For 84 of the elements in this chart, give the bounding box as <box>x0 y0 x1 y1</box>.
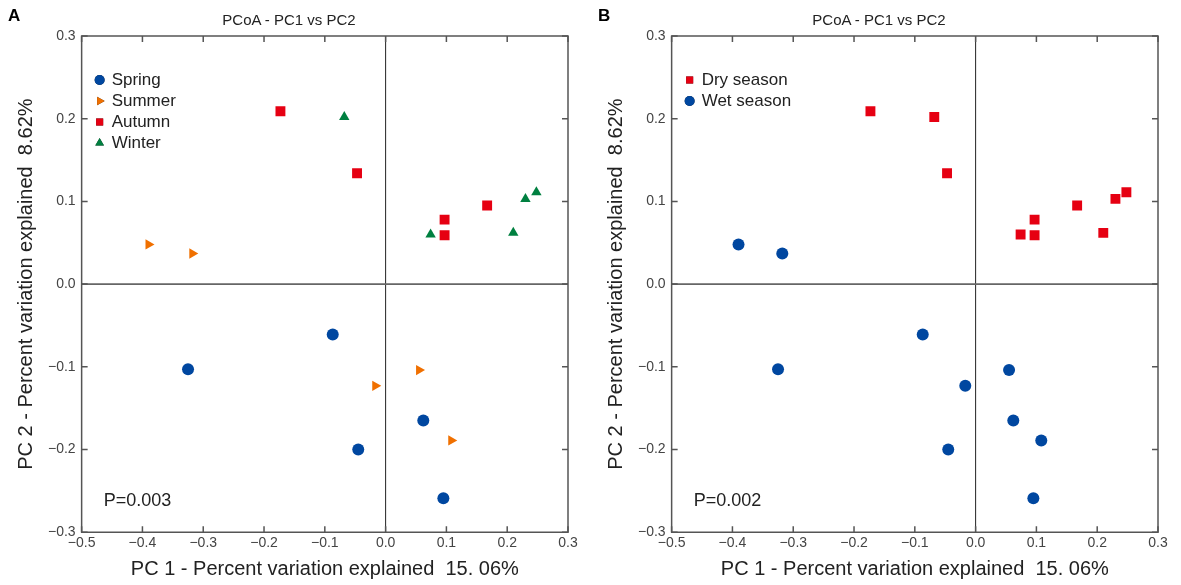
x-tick-label: −0.4 <box>128 534 157 551</box>
chart-title: PCoA - PC1 vs PC2 <box>812 11 946 29</box>
x-tick-label: 0.3 <box>558 534 578 551</box>
point <box>1027 492 1040 505</box>
point <box>437 492 450 505</box>
legend-label: Autumn <box>111 111 171 131</box>
point <box>1015 229 1026 240</box>
y-tick-label: −0.1 <box>638 357 666 374</box>
point <box>1098 227 1109 238</box>
point <box>942 168 952 179</box>
legend-label: Winter <box>111 132 162 152</box>
point <box>916 328 929 341</box>
y-tick-label: 0.3 <box>56 26 76 43</box>
x-tick-label: 0.0 <box>375 534 396 551</box>
point <box>942 443 955 456</box>
y-tick-label: 0.2 <box>56 109 76 126</box>
x-tick-label: 0.0 <box>965 534 986 551</box>
point <box>352 443 365 456</box>
chart-title: PCoA - PC1 vs PC2 <box>222 11 356 29</box>
point <box>352 168 362 179</box>
point <box>182 363 195 376</box>
y-tick-label: 0.2 <box>646 109 666 126</box>
y-tick-label: 0.1 <box>646 192 666 209</box>
point <box>372 380 382 392</box>
point <box>929 112 940 122</box>
point <box>275 106 286 117</box>
point <box>416 364 426 376</box>
legend-label: Summer <box>111 90 177 110</box>
x-tick-label: −0.3 <box>779 534 808 551</box>
x-tick-label: 0.3 <box>1148 534 1168 551</box>
x-axis-title: PC 1 - Percent variation explained 15. 06% <box>130 556 520 579</box>
annotation: P=0.002 <box>693 490 762 511</box>
y-tick-label: 0.1 <box>56 192 76 209</box>
x-tick-label: −0.3 <box>189 534 218 551</box>
x-tick-label: 0.2 <box>497 534 518 551</box>
legend-label: Wet season <box>701 90 792 110</box>
point <box>1029 214 1040 225</box>
y-tick-label: −0.2 <box>638 440 666 457</box>
x-tick-label: −0.2 <box>250 534 279 551</box>
point <box>1110 193 1121 204</box>
point <box>1072 200 1083 211</box>
point <box>1007 414 1020 427</box>
text: B <box>598 6 611 26</box>
y-axis-title: PC 2 - Percent variation explained 8.62% <box>603 98 626 470</box>
x-tick-label: −0.1 <box>901 534 929 551</box>
point <box>439 214 450 225</box>
point <box>339 111 350 121</box>
x-tick-label: 0.1 <box>436 534 457 551</box>
point <box>1029 230 1040 241</box>
point <box>439 230 450 241</box>
point <box>959 379 972 392</box>
x-tick-label: −0.1 <box>311 534 339 551</box>
point <box>865 106 876 117</box>
point <box>520 192 531 202</box>
point <box>1121 187 1132 198</box>
y-tick-label: −0.3 <box>638 523 666 540</box>
annotation: P=0.003 <box>103 490 172 511</box>
y-tick-label: −0.1 <box>48 357 76 374</box>
point <box>1003 364 1016 377</box>
point <box>448 435 458 446</box>
y-tick-label: −0.2 <box>48 440 76 457</box>
point <box>531 186 542 196</box>
point <box>508 226 519 236</box>
x-tick-label: 0.1 <box>1026 534 1047 551</box>
point <box>189 248 199 259</box>
point <box>482 200 493 211</box>
y-axis-title: PC 2 - Percent variation explained 8.62% <box>13 98 36 470</box>
point <box>326 328 339 341</box>
y-tick-label: −0.3 <box>48 523 76 540</box>
x-tick-label: −0.4 <box>718 534 747 551</box>
point <box>776 247 789 260</box>
legend-label: Dry season <box>701 69 788 89</box>
point <box>1035 434 1048 447</box>
y-tick-label: 0.0 <box>56 274 76 291</box>
legend-label: Spring <box>111 69 161 89</box>
point <box>732 238 745 251</box>
point <box>417 414 430 427</box>
y-tick-label: 0.0 <box>646 274 666 291</box>
x-tick-label: 0.2 <box>1087 534 1108 551</box>
x-axis-title: PC 1 - Percent variation explained 15. 06% <box>720 556 1110 579</box>
text: A <box>8 6 21 26</box>
y-tick-label: 0.3 <box>646 26 666 43</box>
x-tick-label: −0.2 <box>840 534 869 551</box>
point <box>772 363 785 376</box>
